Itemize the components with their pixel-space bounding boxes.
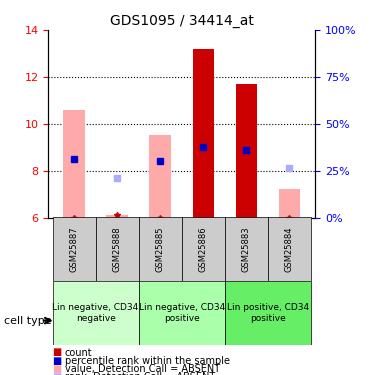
Text: GSM25883: GSM25883 (242, 226, 251, 272)
Bar (279, 189, 300, 217)
FancyBboxPatch shape (53, 281, 139, 345)
Text: rank, Detection Call = ABSENT: rank, Detection Call = ABSENT (65, 372, 215, 375)
Text: value, Detection Call = ABSENT: value, Detection Call = ABSENT (65, 364, 220, 374)
FancyBboxPatch shape (96, 217, 139, 281)
FancyBboxPatch shape (268, 217, 311, 281)
Bar (193, 49, 214, 217)
Text: GSM25888: GSM25888 (113, 226, 122, 272)
Text: Lin negative, CD34
negative: Lin negative, CD34 negative (53, 303, 139, 323)
Text: GSM25885: GSM25885 (156, 226, 165, 272)
Text: GSM25886: GSM25886 (199, 226, 208, 272)
Title: GDS1095 / 34414_at: GDS1095 / 34414_at (110, 13, 254, 28)
Text: ■: ■ (52, 372, 61, 375)
Text: cell type: cell type (4, 316, 51, 326)
Bar (236, 84, 257, 218)
FancyBboxPatch shape (53, 217, 96, 281)
Bar (150, 135, 171, 218)
Text: count: count (65, 348, 92, 357)
FancyBboxPatch shape (225, 281, 311, 345)
FancyBboxPatch shape (182, 217, 225, 281)
Text: GSM25887: GSM25887 (70, 226, 79, 272)
Text: percentile rank within the sample: percentile rank within the sample (65, 356, 230, 366)
FancyBboxPatch shape (225, 217, 268, 281)
Text: ■: ■ (52, 348, 61, 357)
Text: ■: ■ (52, 364, 61, 374)
Bar (63, 110, 85, 218)
Text: GSM25884: GSM25884 (285, 226, 294, 272)
FancyBboxPatch shape (139, 281, 225, 345)
Bar (106, 215, 128, 217)
Text: Lin positive, CD34
positive: Lin positive, CD34 positive (227, 303, 309, 323)
Text: ■: ■ (52, 356, 61, 366)
Text: Lin negative, CD34
positive: Lin negative, CD34 positive (139, 303, 225, 323)
FancyBboxPatch shape (139, 217, 182, 281)
